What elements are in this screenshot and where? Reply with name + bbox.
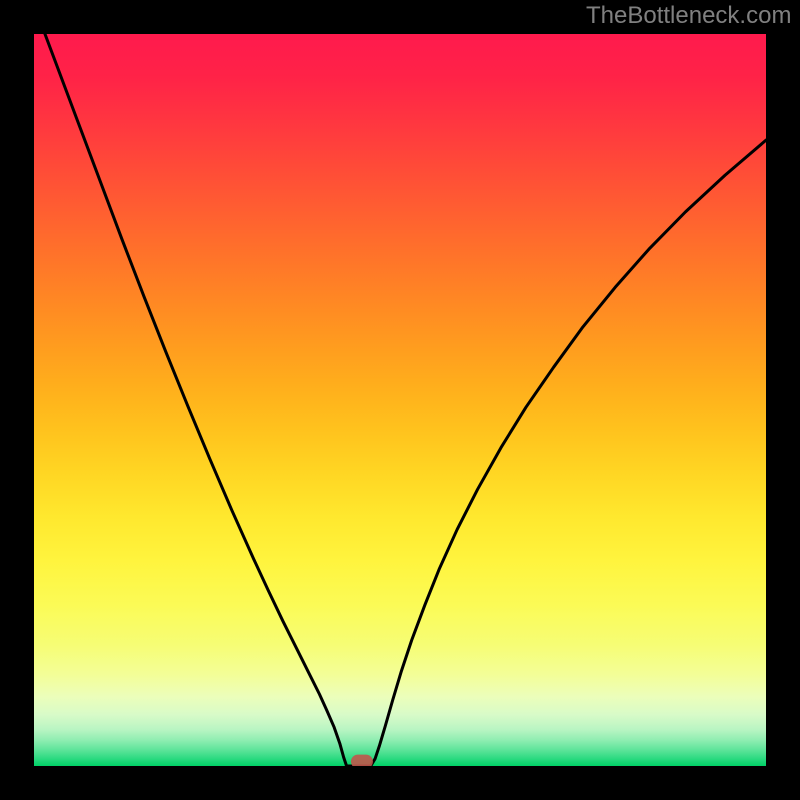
plot-area <box>34 34 766 766</box>
bottleneck-curve <box>34 34 766 766</box>
watermark-text: TheBottleneck.com <box>586 2 791 30</box>
